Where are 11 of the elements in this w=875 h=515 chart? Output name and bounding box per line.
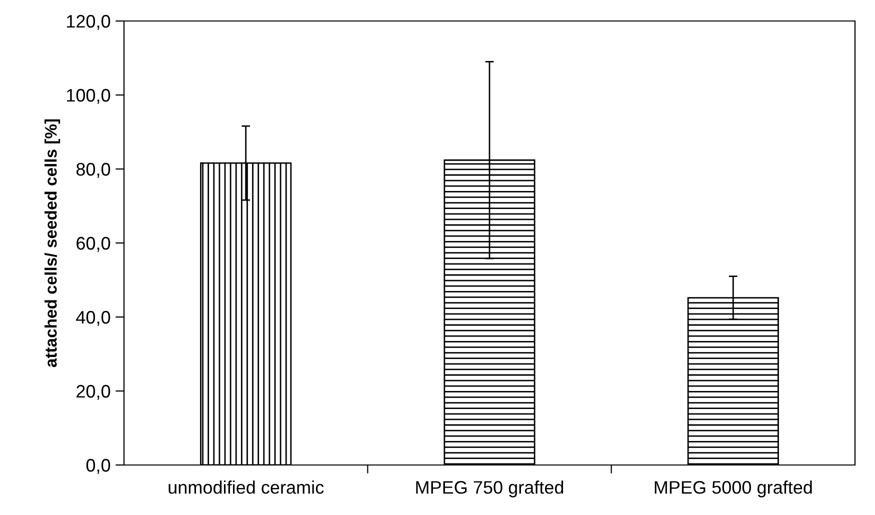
- x-tick-label: unmodified ceramic: [168, 480, 324, 494]
- y-tick-label: 60,0: [76, 236, 110, 252]
- y-tick-label: 40,0: [76, 310, 110, 326]
- y-tick-label: 80,0: [76, 162, 110, 178]
- y-tick-label: 0,0: [86, 458, 110, 474]
- y-tick-label: 20,0: [76, 384, 110, 400]
- y-axis-title: attached cells/ seeded cells [%]: [44, 119, 60, 368]
- x-tick-label: MPEG 5000 grafted: [654, 480, 812, 498]
- y-tick-label: 100,0: [67, 88, 110, 104]
- x-tick-label: MPEG 750 grafted: [416, 480, 564, 498]
- y-tick-label: 120,0: [67, 14, 110, 30]
